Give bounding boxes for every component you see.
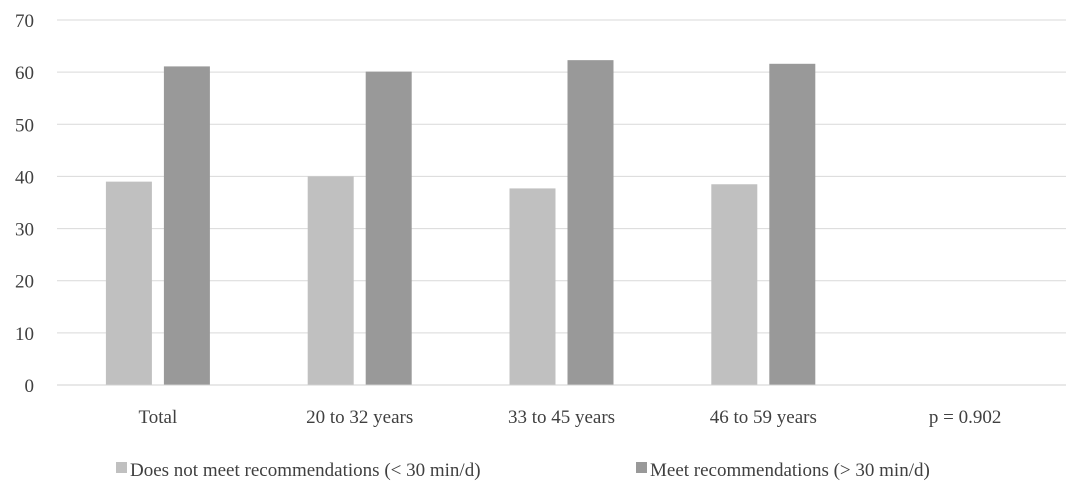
bar <box>163 66 210 386</box>
y-axis-tick-labels: 0 10 20 30 40 50 60 70 <box>15 11 34 397</box>
y-tick-label: 70 <box>15 11 34 32</box>
legend-swatch <box>636 462 647 473</box>
legend-swatch <box>116 462 127 473</box>
y-tick-label: 20 <box>15 272 34 293</box>
y-tick-label: 10 <box>15 324 34 345</box>
y-tick-label: 0 <box>25 376 35 397</box>
x-tick-label: 20 to 32 years <box>306 407 413 428</box>
bars <box>105 60 816 386</box>
x-axis-category-labels: Total 20 to 32 years 33 to 45 years 46 to 5… <box>139 407 1002 428</box>
bar <box>567 60 614 386</box>
bar <box>307 176 354 385</box>
x-tick-label: p = 0.902 <box>929 407 1001 428</box>
bar <box>105 181 152 385</box>
legend-label: Does not meet recommendations (< 30 min/… <box>130 460 481 481</box>
y-tick-label: 40 <box>15 167 34 188</box>
bar <box>509 188 556 385</box>
x-tick-label: Total <box>139 407 178 428</box>
gridlines <box>57 19 1066 334</box>
x-tick-label: 46 to 59 years <box>710 407 817 428</box>
y-tick-label: 30 <box>15 220 34 241</box>
legend-label: Meet recommendations (> 30 min/d) <box>650 460 930 481</box>
bar <box>769 63 816 386</box>
bar <box>365 71 412 385</box>
y-tick-label: 60 <box>15 63 34 84</box>
bar <box>711 184 758 385</box>
y-tick-label: 50 <box>15 115 34 136</box>
legend: Does not meet recommendations (< 30 min/… <box>116 460 930 481</box>
x-tick-label: 33 to 45 years <box>508 407 615 428</box>
